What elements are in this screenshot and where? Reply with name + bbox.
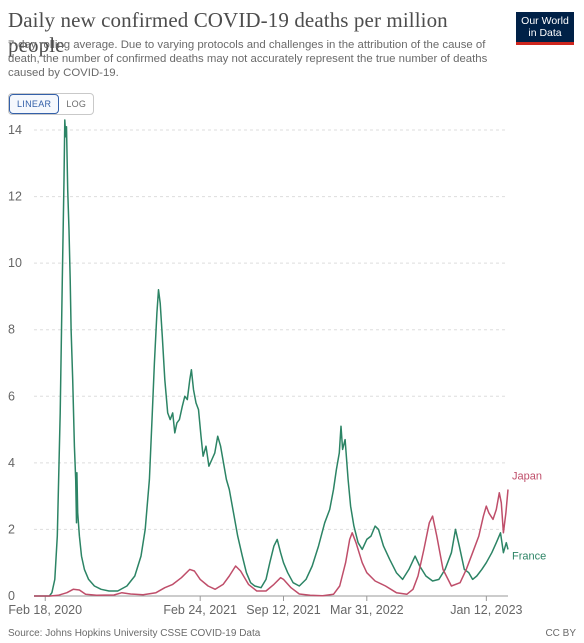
y-axis-ticks: 0 2 4 6 8 10 12 14: [8, 123, 22, 603]
y-tick-label: 10: [8, 256, 22, 270]
y-tick-label: 2: [8, 522, 15, 536]
series-line-japan: [34, 489, 509, 597]
y-tick-label: 0: [8, 589, 15, 603]
logo-line-1: Our World: [521, 15, 569, 27]
scale-toggle: LINEAR LOG: [8, 93, 95, 115]
log-scale-button[interactable]: LOG: [66, 99, 87, 109]
y-tick-label: 14: [8, 123, 22, 137]
x-tick-label: Jan 12, 2023: [450, 603, 522, 617]
x-tick-label: Feb 18, 2020: [8, 603, 82, 617]
license-link[interactable]: CC BY: [545, 628, 576, 639]
y-tick-label: 6: [8, 389, 15, 403]
owid-logo[interactable]: Our World in Data: [516, 12, 574, 45]
x-tick-label: Mar 31, 2022: [330, 603, 404, 617]
series-label-france: France: [512, 550, 546, 562]
y-tick-label: 8: [8, 323, 15, 337]
series-line-france: [34, 119, 509, 597]
series-label-japan: Japan: [512, 470, 542, 482]
x-tick-label: Feb 24, 2021: [163, 603, 237, 617]
linear-scale-button[interactable]: LINEAR: [9, 94, 60, 114]
y-tick-label: 4: [8, 456, 15, 470]
y-tick-label: 12: [8, 190, 22, 204]
series-labels: France Japan: [512, 470, 546, 562]
logo-accent-bar: [516, 42, 574, 45]
x-axis-ticks: Feb 18, 2020 Feb 24, 2021 Sep 12, 2021 Mar …: [8, 596, 523, 617]
x-tick-label: Sep 12, 2021: [246, 603, 320, 617]
logo-line-2: in Data: [528, 27, 562, 39]
line-chart: 0 2 4 6 8 10 12 14 Feb 18, 2020 Feb 24, 2021 Sep …: [8, 119, 546, 617]
chart-subtitle: 7-day rolling average. Due to varying pr…: [8, 39, 488, 79]
grid-lines: [34, 129, 508, 597]
chart-title: Daily new confirmed COVID-19 deaths per …: [8, 8, 448, 57]
series-lines: [34, 119, 509, 597]
source-note: Source: Johns Hopkins University CSSE CO…: [8, 628, 261, 639]
